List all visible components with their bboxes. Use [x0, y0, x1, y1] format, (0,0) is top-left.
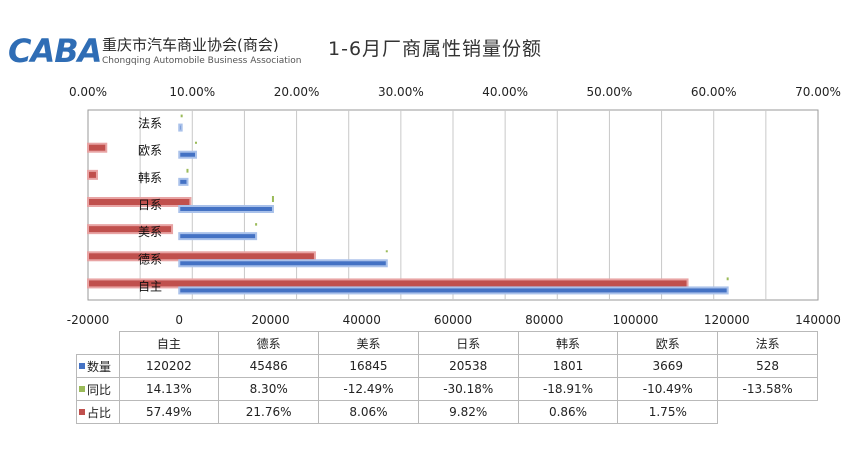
category-label: 德系 — [138, 251, 162, 266]
row-label-text: 数量 — [87, 359, 112, 374]
yoy-bar — [255, 223, 258, 226]
top-tick-label: 60.00% — [691, 85, 737, 99]
grid-lines — [87, 109, 819, 301]
table-cell: -18.91% — [517, 377, 619, 401]
quantity-bar — [178, 286, 729, 295]
bottom-tick-label: 100000 — [613, 313, 659, 327]
quantity-bar — [178, 259, 388, 268]
table-row-quantity: 数量 120202 45486 16845 20538 1801 3669 52… — [76, 354, 818, 378]
top-tick-label: 30.00% — [378, 85, 424, 99]
table-cell: 528 — [717, 354, 818, 378]
row-label-text: 占比 — [87, 405, 112, 420]
table-cell: 3669 — [617, 354, 719, 378]
top-tick-label: 50.00% — [587, 85, 633, 99]
top-tick-label: 20.00% — [274, 85, 320, 99]
category-label: 韩系 — [138, 170, 162, 185]
bottom-axis-ticks: -20000 0 20000 40000 60000 80000 100000 120000 1… — [67, 313, 841, 327]
category-labels: 自主 德系 美系 日系 韩系 欧系 法系 — [138, 117, 162, 294]
quantity-bar — [178, 177, 189, 186]
table-cell: 9.82% — [417, 400, 519, 424]
table-cell: 45486 — [218, 354, 320, 378]
table-header-cell: 法系 — [717, 331, 818, 355]
table-header-cell: 韩系 — [517, 331, 619, 355]
table-cell: -13.58% — [717, 377, 818, 401]
table-corner — [77, 332, 120, 355]
table-cell: 14.13% — [118, 377, 220, 401]
yoy-bar — [385, 250, 388, 253]
quantity-bar — [178, 150, 197, 159]
quantity-bar — [178, 205, 274, 213]
caba-logo: CABA 重庆市汽车商业协会(商会) Chongqing Automobile … — [8, 30, 302, 74]
table-cell: 0.86% — [517, 400, 619, 424]
legend-swatch-quantity — [79, 362, 85, 369]
yoy-bar — [186, 168, 189, 173]
table-cell: 8.30% — [218, 377, 320, 401]
logo-chinese-name: 重庆市汽车商业协会(商会) — [102, 36, 279, 54]
share-bar — [87, 169, 98, 180]
table-header-cell: 欧系 — [617, 331, 719, 355]
table-header-cell: 自主 — [118, 331, 220, 355]
yoy-bar — [180, 114, 183, 118]
table-header-cell: 日系 — [417, 331, 519, 355]
bottom-tick-label: 20000 — [251, 313, 289, 327]
category-label: 自主 — [138, 279, 162, 293]
table-cell: 20538 — [417, 354, 519, 378]
legend-swatch-share — [79, 408, 85, 415]
bottom-tick-label: 60000 — [434, 313, 472, 327]
bottom-tick-label: 0 — [175, 313, 183, 327]
quantity-bar — [178, 232, 258, 241]
table-cell: 120202 — [118, 354, 220, 378]
table-cell: 1.75% — [617, 400, 719, 424]
table-header-cell: 德系 — [218, 331, 320, 355]
bottom-tick-label: -20000 — [67, 313, 110, 327]
bars — [87, 114, 729, 295]
table-header-row: 自主 德系 美系 日系 韩系 欧系 法系 — [77, 331, 818, 355]
quantity-bar — [178, 123, 183, 132]
top-axis-ticks: 0.00% 10.00% 20.00% 30.00% 40.00% 50.00% 60.00… — [69, 85, 841, 99]
category-label: 法系 — [138, 117, 162, 131]
top-tick-label: 10.00% — [169, 85, 215, 99]
table-cell: 1801 — [517, 354, 619, 378]
category-label: 日系 — [138, 198, 162, 212]
table-header-cell: 美系 — [318, 331, 419, 355]
share-bar — [87, 251, 316, 262]
share-bar — [87, 142, 108, 153]
data-table: 自主 德系 美系 日系 韩系 欧系 法系 数量 120202 45486 168… — [76, 331, 818, 424]
top-tick-label: 70.00% — [795, 85, 841, 99]
share-bar — [87, 197, 192, 207]
legend-swatch-yoy — [79, 385, 85, 392]
bar-chart: 0.00% 10.00% 20.00% 30.00% 40.00% 50.00% 60.00… — [67, 85, 841, 327]
row-label-text: 同比 — [87, 382, 112, 397]
yoy-bar — [726, 277, 729, 281]
bottom-tick-label: 40000 — [343, 313, 381, 327]
table-cell: -10.49% — [617, 377, 719, 401]
table-row-yoy: 同比 14.13% 8.30% -12.49% -30.18% -18.91% … — [76, 377, 818, 401]
table-row-share: 占比 57.49% 21.76% 8.06% 9.82% 0.86% 1.75% — [76, 400, 818, 424]
table-cell: -12.49% — [318, 377, 419, 401]
table-cell: 57.49% — [118, 400, 220, 424]
share-bar — [87, 278, 689, 289]
bottom-tick-label: 80000 — [525, 313, 563, 327]
category-label: 欧系 — [138, 144, 162, 158]
yoy-bar — [271, 196, 274, 203]
table-cell: 21.76% — [218, 400, 320, 424]
table-cell — [718, 401, 818, 424]
yoy-bar — [194, 141, 197, 144]
logo-english-name: Chongqing Automobile Business Associatio… — [102, 56, 302, 66]
top-tick-label: 40.00% — [482, 85, 528, 99]
bottom-tick-label: 120000 — [704, 313, 750, 327]
chart-title: 1-6月厂商属性销量份额 — [328, 38, 543, 60]
bottom-tick-label: 140000 — [795, 313, 841, 327]
share-bar — [87, 224, 174, 235]
table-cell: -30.18% — [417, 377, 519, 401]
row-label-yoy: 同比 — [76, 377, 120, 401]
row-label-quantity: 数量 — [76, 354, 120, 378]
row-label-share: 占比 — [76, 400, 120, 424]
logo-mark: CABA — [8, 32, 102, 70]
top-tick-label: 0.00% — [69, 85, 107, 99]
table-cell: 16845 — [318, 354, 419, 378]
category-label: 美系 — [138, 225, 162, 239]
table-cell: 8.06% — [318, 400, 419, 424]
